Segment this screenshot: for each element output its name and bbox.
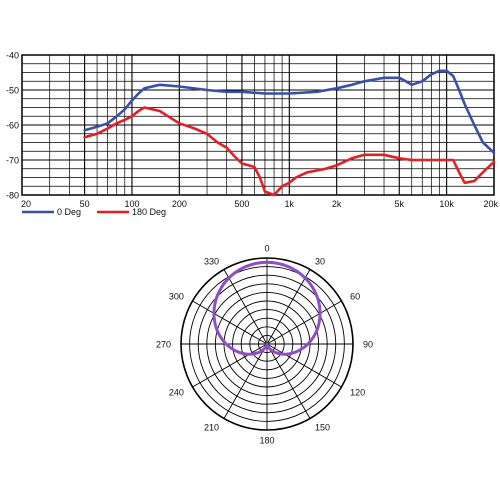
legend: 0 Deg 180 Deg xyxy=(22,207,166,217)
series-0-deg-line xyxy=(83,69,496,155)
polar-pattern-chart: 0 30 60 90 120 150 180 210 240 270 300 330 xyxy=(156,244,373,446)
polar-grid xyxy=(180,257,354,431)
polar-angle-label: 180 xyxy=(259,436,274,446)
x-tick-label: 10k xyxy=(439,199,454,209)
frequency-response-chart: -40-50-60-70-80 20 50 100 200 500 1k 2k 5k 10k 20… xyxy=(6,51,499,218)
polar-angle-label: 30 xyxy=(315,256,325,266)
polar-spoke xyxy=(192,300,268,345)
plot-frame xyxy=(21,54,495,196)
x-tick-label: 200 xyxy=(172,199,187,209)
y-tick-label: -50 xyxy=(6,86,19,96)
polar-spoke xyxy=(223,269,268,345)
y-axis-ticks: -40 -50 -60 -70 -80 xyxy=(6,51,19,201)
y-tick-label: -40 xyxy=(6,51,19,61)
polar-angle-label: 0 xyxy=(264,244,269,254)
series-180-deg-line xyxy=(83,106,496,197)
polar-angle-label: 60 xyxy=(350,292,360,302)
x-tick-label: 1k xyxy=(285,199,295,209)
grid xyxy=(22,55,494,195)
polar-angle-label: 150 xyxy=(315,423,330,433)
polar-angle-label: 330 xyxy=(204,256,219,266)
y-tick-label: -80 xyxy=(6,191,19,201)
polar-spoke xyxy=(266,343,342,388)
polar-response xyxy=(212,260,322,356)
polar-angle-label: 240 xyxy=(169,388,184,398)
y-tick-label: -60 xyxy=(6,121,19,131)
series-lines xyxy=(83,69,496,197)
polar-spoke xyxy=(192,343,268,388)
x-axis-ticks: 20 50 100 200 500 1k 2k 5k 10k 20k xyxy=(21,199,499,209)
x-tick-label: 50 xyxy=(80,199,90,209)
polar-angle-label: 210 xyxy=(204,423,219,433)
x-tick-label: 20k xyxy=(483,199,498,209)
x-tick-label: 500 xyxy=(234,199,249,209)
polar-spoke xyxy=(266,300,342,345)
legend-label: 180 Deg xyxy=(132,207,166,217)
polar-angle-label: 120 xyxy=(350,388,365,398)
polar-spoke xyxy=(223,343,268,419)
polar-angle-label: 90 xyxy=(363,340,373,350)
polar-spoke xyxy=(266,343,311,419)
y-tick-label: -70 xyxy=(6,156,19,166)
polar-angle-label: 270 xyxy=(156,340,171,350)
legend-label: 0 Deg xyxy=(57,207,81,217)
x-tick-label: 100 xyxy=(124,199,139,209)
x-tick-label: 5k xyxy=(395,199,405,209)
polar-angle-label: 300 xyxy=(169,292,184,302)
polar-spoke xyxy=(266,269,311,345)
polar-angle-labels: 0 30 60 90 120 150 180 210 240 270 300 330 xyxy=(156,244,373,446)
cardioid-curve xyxy=(212,260,322,356)
x-tick-label: 2k xyxy=(332,199,342,209)
x-tick-label: 20 xyxy=(21,199,31,209)
